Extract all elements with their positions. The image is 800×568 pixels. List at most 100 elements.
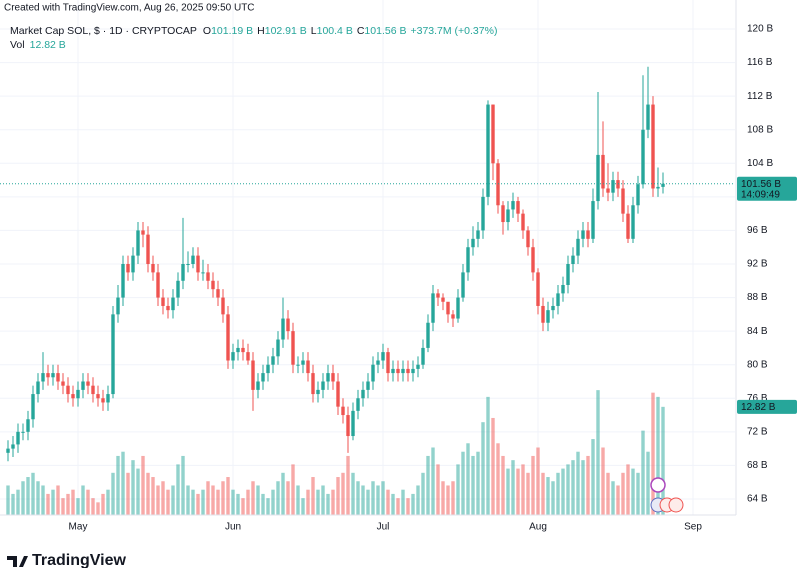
volume-bar [376, 485, 380, 515]
volume-bar [146, 472, 150, 515]
candle-body [386, 352, 390, 374]
candle-body [81, 381, 85, 390]
candle-body [516, 201, 520, 214]
candle-body [546, 310, 550, 323]
volume-bar [26, 477, 30, 515]
volume-bar [131, 460, 135, 515]
volume-bar [486, 396, 490, 515]
candle-body [196, 255, 200, 273]
y-tick-label: 112 B [747, 91, 773, 102]
x-tick-label: May [69, 522, 88, 533]
volume-bar [566, 464, 570, 515]
volume-bar [41, 485, 45, 515]
volume-bar [86, 489, 90, 515]
volume-bar [511, 460, 515, 515]
volume-bar [471, 455, 475, 515]
candle-body [661, 183, 665, 187]
volume-bar [581, 460, 585, 515]
candle-body [261, 373, 265, 382]
volume-label: Vol [10, 39, 25, 51]
volume-bar [216, 489, 220, 515]
candle-body [371, 364, 375, 382]
axes: 64 B68 B72 B76 B80 B84 B88 B92 B96 B100 … [0, 24, 797, 533]
candle-body [191, 255, 195, 265]
volume-bar [341, 472, 345, 515]
candle-body [531, 247, 535, 273]
y-tick-label: 96 B [747, 225, 768, 236]
volume-bar [351, 472, 355, 515]
volume-bar [311, 477, 315, 515]
candle-body [36, 381, 40, 395]
volume-bar [96, 502, 100, 515]
event-icon [650, 477, 666, 493]
volume-bar [491, 417, 495, 515]
candle-body [631, 205, 635, 239]
volume-bar [156, 485, 160, 515]
volume-bar [426, 455, 430, 515]
volume-bar [231, 489, 235, 515]
volume-bar [196, 493, 200, 515]
candle-body [361, 389, 365, 399]
candle-body [246, 352, 250, 361]
candle-body [576, 238, 580, 256]
legend-value: 100.4 B [317, 25, 353, 37]
volume-bar [576, 451, 580, 515]
candle-body [381, 352, 385, 361]
volume-bar [431, 447, 435, 515]
y-tick-label: 76 B [747, 393, 768, 404]
volume-bar [181, 455, 185, 515]
candle-body [596, 154, 600, 202]
candle-body [161, 297, 165, 306]
volume-bar [291, 464, 295, 515]
candle-body [411, 368, 415, 374]
candle-body [216, 289, 220, 298]
candle-body [221, 297, 225, 315]
volume-bar [301, 498, 305, 515]
volume-bar [206, 481, 210, 515]
volume-bar [606, 472, 610, 515]
candle-body [351, 410, 355, 437]
last-volume-label: 12.82 B [741, 402, 776, 413]
candle-body [231, 352, 235, 361]
volume-bar [476, 451, 480, 515]
y-tick-label: 92 B [747, 259, 768, 270]
y-tick-label: 72 B [747, 426, 768, 437]
volume-bar [391, 493, 395, 515]
volume-bar [636, 472, 640, 515]
legend-title: Market Cap SOL, $ · 1D · CRYPTOCAP [10, 25, 197, 37]
volume-bar [661, 406, 665, 515]
volume-bar [481, 422, 485, 515]
volume-bar [546, 477, 550, 515]
candle-body [176, 280, 180, 298]
candle-body [481, 196, 485, 231]
countdown: 14:09:49 [741, 189, 780, 200]
volume-bar [406, 498, 410, 515]
candle-body [61, 381, 65, 386]
volume-bar [466, 443, 470, 515]
volume-bar [241, 498, 245, 515]
volume-bar [201, 489, 205, 515]
candle-body [86, 381, 90, 386]
volume-bar [371, 481, 375, 515]
candle-body [46, 373, 50, 378]
legend-value: 101.19 B [211, 25, 253, 37]
y-tick-label: 64 B [747, 494, 768, 505]
candle-body [641, 129, 645, 185]
legend-value: 102.91 B [265, 25, 307, 37]
candle-body [136, 230, 140, 256]
candle-body [526, 230, 530, 248]
candle-body [401, 368, 405, 374]
volume-bar [631, 468, 635, 515]
volume-bar [626, 464, 630, 515]
candle-body [426, 322, 430, 348]
candle-body [571, 255, 575, 265]
volume-bar [36, 481, 40, 515]
volume-bar [501, 455, 505, 515]
volume-bar [221, 481, 225, 515]
volume-bar [361, 485, 365, 515]
candle-body [96, 394, 100, 399]
volume-legend: Vol 12.82 B [10, 39, 66, 51]
volume-bar [401, 489, 405, 515]
